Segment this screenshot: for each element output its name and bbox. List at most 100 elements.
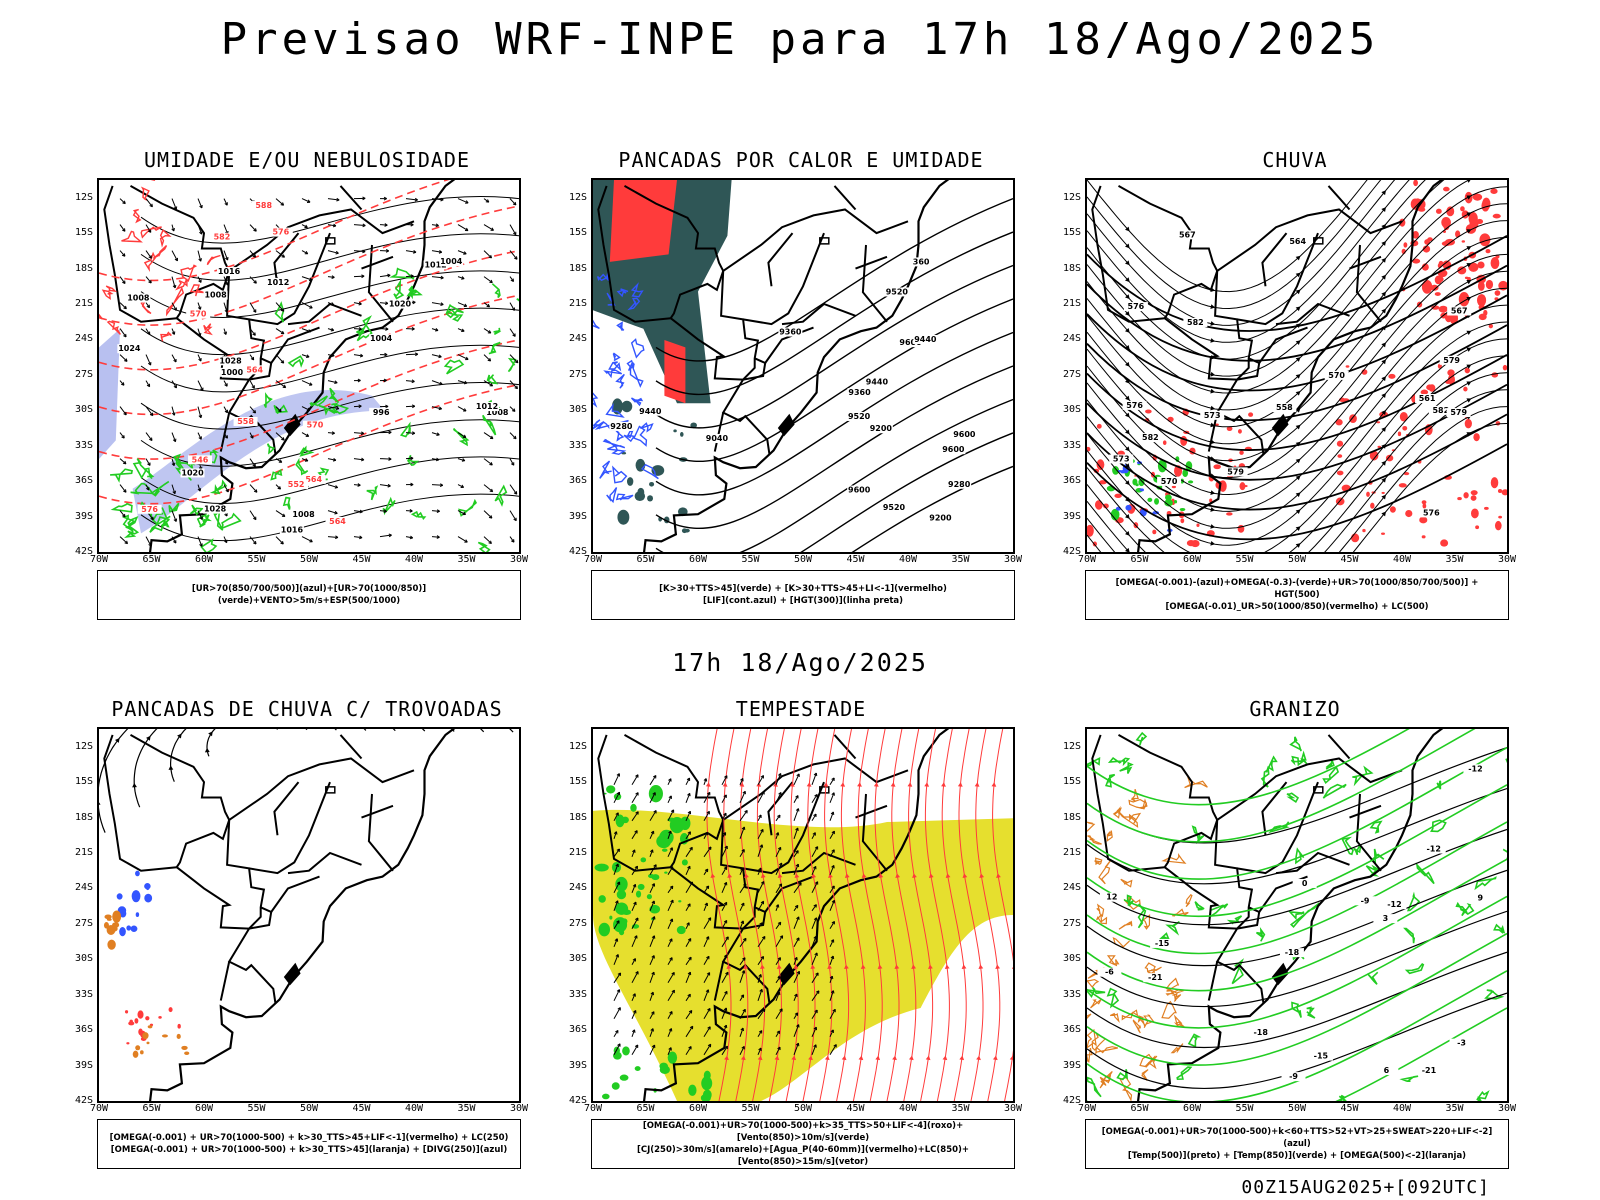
lon-tick-label: 65W [1130,1103,1149,1114]
valid-time-title: 17h 18/Ago/2025 [672,648,928,677]
lat-tick-label: 21S [74,847,93,858]
lon-tick-label: 60W [194,1103,214,1114]
contour-label: 9 [1478,894,1484,903]
lon-tick-label: 45W [1340,1103,1359,1114]
contour-label: 9360 [779,328,802,337]
lon-tick-label: 70W [1077,1103,1097,1114]
map-panel [591,727,1015,1103]
lon-tick-label: 60W [1182,1103,1202,1114]
lat-tick-label: 33S [568,988,587,1000]
lon-tick-label: 35W [457,1103,476,1114]
lon-tick-label: 50W [793,554,813,565]
lat-tick-label: 15S [1062,227,1081,239]
lat-tick-label: 18S [568,262,587,274]
lat-tick-label: 36S [74,1024,93,1036]
lon-tick-label: 65W [142,1103,161,1114]
lon-tick-label: 70W [1077,554,1097,565]
lon-tick-label: 60W [688,1103,708,1114]
contour-label: 573 [1204,411,1221,420]
contour-label: 9520 [883,503,906,512]
contour-label: 9280 [948,480,971,489]
lon-tick-label: 40W [898,554,918,565]
contour-label: 546 [192,455,209,464]
contour-label: 9600 [953,430,976,439]
panel-title: PANCADAS DE CHUVA C/ TROVOADAS [111,697,503,721]
contour-label: -6 [1105,968,1114,977]
lat-tick-label: 39S [568,1059,587,1071]
contour-label: 12 [1106,893,1117,902]
contour-label: 3 [1383,914,1389,923]
lon-tick-label: 30W [1497,554,1517,565]
contour-label: -15 [1314,1052,1329,1061]
legend-line: [OMEGA(-0.001) + UR>70(1000-500) + k>30_… [110,1145,508,1155]
lat-tick-label: 39S [1062,510,1081,522]
lat-tick-label: 42S [1062,546,1081,557]
contour-label: -12 [1468,764,1482,773]
lat-tick-label: 15S [74,776,93,788]
lat-tick-label: 36S [74,475,93,487]
legend-line: [UR>70(850/700/500)](azul)+[UR>70(1000/8… [191,584,427,606]
lon-tick-label: 35W [1445,1103,1464,1114]
lon-tick-label: 60W [194,554,214,565]
legend-line: [CJ(250)>30m/s](amarelo)+[Agua_P(40-60mm… [636,1145,970,1167]
main-title: Previsao WRF-INPE para 17h 18/Ago/2025 [220,14,1380,65]
legend-line: [OMEGA(-0.001)+UR>70(1000-500)+k<60+TTS>… [1101,1127,1493,1149]
lat-tick-label: 30S [568,404,587,416]
contour-label: 552 [288,480,305,489]
lon-tick-label: 50W [793,1103,813,1114]
contour-label: 582 [1187,318,1204,327]
contour-label: 6 [1384,1066,1390,1075]
lat-tick-label: 39S [1062,1059,1081,1071]
contour-label: 9440 [914,335,937,344]
map-plot [593,729,1013,1101]
lon-tick-label: 60W [1182,554,1202,565]
contour-label: 1008 [486,408,509,417]
map-plot: 5825825765795825795765735705675645735705… [1087,180,1507,552]
lat-tick-label: 24S [74,882,93,894]
panel-title: CHUVA [1262,148,1328,172]
contour-label: -21 [1422,1066,1437,1075]
map-panel: 9520 9600 9600 9600 9600 9520 9440 9360 9280 9520… [591,178,1015,554]
lat-tick-label: 21S [568,847,587,858]
lat-tick-label: 36S [1062,1024,1081,1036]
contour-label: 1028 [219,356,242,365]
lon-tick-label: 45W [352,1103,371,1114]
contour-label: 1008 [127,294,150,303]
lon-tick-label: 60W [688,554,708,565]
panel-title: TEMPESTADE [735,697,867,721]
lat-tick-label: 18S [1062,811,1081,823]
lat-tick-label: 33S [1062,439,1081,451]
lat-tick-label: 24S [1062,882,1081,894]
panel-title: PANCADAS POR CALOR E UMIDADE [618,148,984,172]
contour-label: 576 [141,505,158,514]
contour-label: 570 [307,421,324,430]
lat-tick-label: 18S [74,811,93,823]
lat-tick-label: 42S [74,546,93,557]
lon-tick-label: 30W [1003,554,1023,565]
lat-tick-label: 39S [74,510,93,522]
contour-label: 579 [1227,467,1244,476]
lat-tick-label: 24S [74,333,93,345]
contour-label: 1016 [281,526,304,535]
lon-tick-label: 45W [846,554,865,565]
contour-label: 1020 [389,300,412,309]
contour-label: 561 [1419,394,1436,403]
contour-label: 360 [913,257,930,266]
lat-tick-label: 42S [568,546,587,557]
lon-tick-label: 65W [636,1103,655,1114]
contour-label: 0 [1302,879,1308,888]
contour-label: 9600 [848,486,871,495]
lat-tick-label: 21S [74,298,93,309]
contour-label: 9520 [848,412,871,421]
lon-tick-label: 45W [846,1103,865,1114]
legend-line: [Temp(500)](preto) + [Temp(850)](verde) … [1127,1151,1467,1161]
lon-tick-label: 35W [951,1103,970,1114]
lat-tick-label: 24S [568,333,587,345]
contour-label: 576 [1423,508,1440,517]
contour-label: 564 [305,475,322,484]
lon-tick-label: 70W [583,554,603,565]
contour-label: 576 [272,228,289,237]
lon-tick-label: 40W [404,1103,424,1114]
panel-title: GRANIZO [1249,697,1341,721]
contour-label: 567 [1179,230,1196,239]
